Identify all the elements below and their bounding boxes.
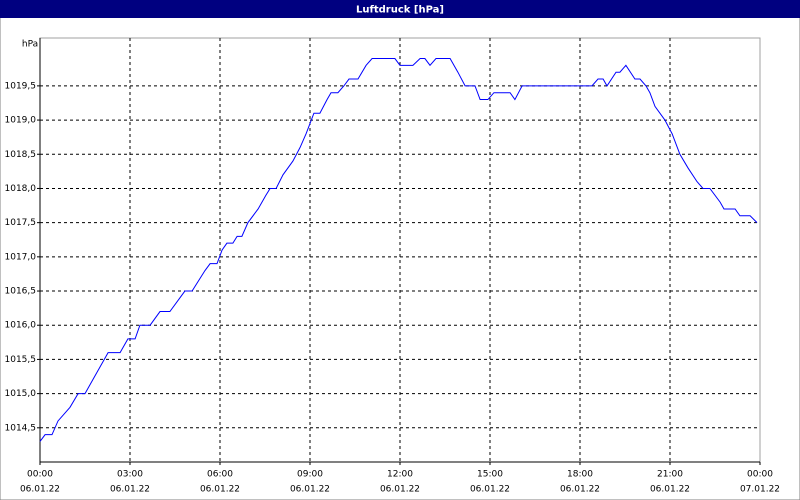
x-tick-label: 12:00 bbox=[387, 470, 413, 480]
y-tick-label: 1017,0 bbox=[5, 252, 37, 262]
x-tick-date: 06.01.22 bbox=[650, 485, 690, 495]
y-tick-label: 1018,5 bbox=[5, 150, 37, 160]
x-tick-date: 06.01.22 bbox=[560, 485, 600, 495]
x-tick-date: 06.01.22 bbox=[20, 485, 60, 495]
x-tick-label: 21:00 bbox=[657, 470, 683, 480]
chart-title: Luftdruck [hPa] bbox=[356, 5, 444, 16]
y-tick-label: 1014,5 bbox=[5, 423, 37, 433]
y-tick-label: 1016,0 bbox=[5, 321, 37, 331]
x-tick-label: 15:00 bbox=[477, 470, 503, 480]
x-tick-label: 06:00 bbox=[207, 470, 233, 480]
y-tick-label: 1019,0 bbox=[5, 116, 37, 126]
y-axis-label: hPa bbox=[22, 40, 38, 50]
x-tick-date: 06.01.22 bbox=[380, 485, 420, 495]
y-tick-label: 1018,0 bbox=[5, 184, 37, 194]
x-tick-date: 06.01.22 bbox=[200, 485, 240, 495]
x-tick-date: 07.01.22 bbox=[740, 485, 780, 495]
x-tick-label: 18:00 bbox=[567, 470, 593, 480]
y-tick-label: 1017,5 bbox=[5, 218, 37, 228]
y-tick-label: 1015,5 bbox=[5, 355, 37, 365]
x-tick-label: 09:00 bbox=[297, 470, 323, 480]
title-bar bbox=[0, 0, 800, 18]
x-tick-date: 06.01.22 bbox=[470, 485, 510, 495]
x-tick-label: 00:00 bbox=[27, 470, 53, 480]
y-tick-label: 1015,0 bbox=[5, 389, 37, 399]
x-tick-label: 00:00 bbox=[747, 470, 773, 480]
y-tick-label: 1019,5 bbox=[5, 81, 37, 91]
x-tick-date: 06.01.22 bbox=[110, 485, 150, 495]
y-tick-label: 1016,5 bbox=[5, 287, 37, 297]
x-tick-date: 06.01.22 bbox=[290, 485, 330, 495]
data-line bbox=[39, 58, 758, 442]
x-tick-label: 03:00 bbox=[117, 470, 143, 480]
